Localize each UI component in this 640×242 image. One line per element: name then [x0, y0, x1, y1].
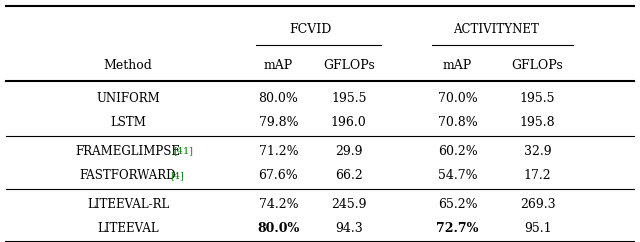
Text: 66.2: 66.2	[335, 169, 363, 182]
Text: Method: Method	[104, 59, 152, 72]
Text: GFLOPs: GFLOPs	[512, 59, 563, 72]
Text: 17.2: 17.2	[524, 169, 552, 182]
Text: 54.7%: 54.7%	[438, 169, 477, 182]
Text: 32.9: 32.9	[524, 145, 552, 158]
Text: 70.8%: 70.8%	[438, 116, 477, 129]
Text: 94.3: 94.3	[335, 222, 363, 235]
Text: 79.8%: 79.8%	[259, 116, 298, 129]
Text: 74.2%: 74.2%	[259, 198, 298, 211]
Text: mAP: mAP	[443, 59, 472, 72]
Text: 67.6%: 67.6%	[259, 169, 298, 182]
Text: FCVID: FCVID	[289, 23, 332, 36]
Text: LSTM: LSTM	[110, 116, 146, 129]
Text: 72.7%: 72.7%	[436, 222, 479, 235]
Text: FASTFORWARD: FASTFORWARD	[80, 169, 176, 182]
Text: 195.5: 195.5	[331, 91, 367, 105]
Text: ACTIVITYNET: ACTIVITYNET	[453, 23, 539, 36]
Text: 60.2%: 60.2%	[438, 145, 477, 158]
Text: 70.0%: 70.0%	[438, 91, 477, 105]
Text: 95.1: 95.1	[524, 222, 552, 235]
Text: 245.9: 245.9	[331, 198, 367, 211]
Text: 71.2%: 71.2%	[259, 145, 298, 158]
Text: GFLOPs: GFLOPs	[323, 59, 374, 72]
Text: mAP: mAP	[264, 59, 293, 72]
Text: [41]: [41]	[173, 147, 193, 156]
Text: 196.0: 196.0	[331, 116, 367, 129]
Text: UNIFORM: UNIFORM	[96, 91, 160, 105]
Text: LITEEVAL: LITEEVAL	[97, 222, 159, 235]
Text: LITEEVAL-RL: LITEEVAL-RL	[87, 198, 169, 211]
Text: [4]: [4]	[170, 171, 184, 180]
Text: FRAMEGLIMPSE: FRAMEGLIMPSE	[76, 145, 180, 158]
Text: 65.2%: 65.2%	[438, 198, 477, 211]
Text: 195.5: 195.5	[520, 91, 556, 105]
Text: 195.8: 195.8	[520, 116, 556, 129]
Text: 269.3: 269.3	[520, 198, 556, 211]
Text: 29.9: 29.9	[335, 145, 362, 158]
Text: 80.0%: 80.0%	[257, 222, 300, 235]
Text: 80.0%: 80.0%	[259, 91, 298, 105]
